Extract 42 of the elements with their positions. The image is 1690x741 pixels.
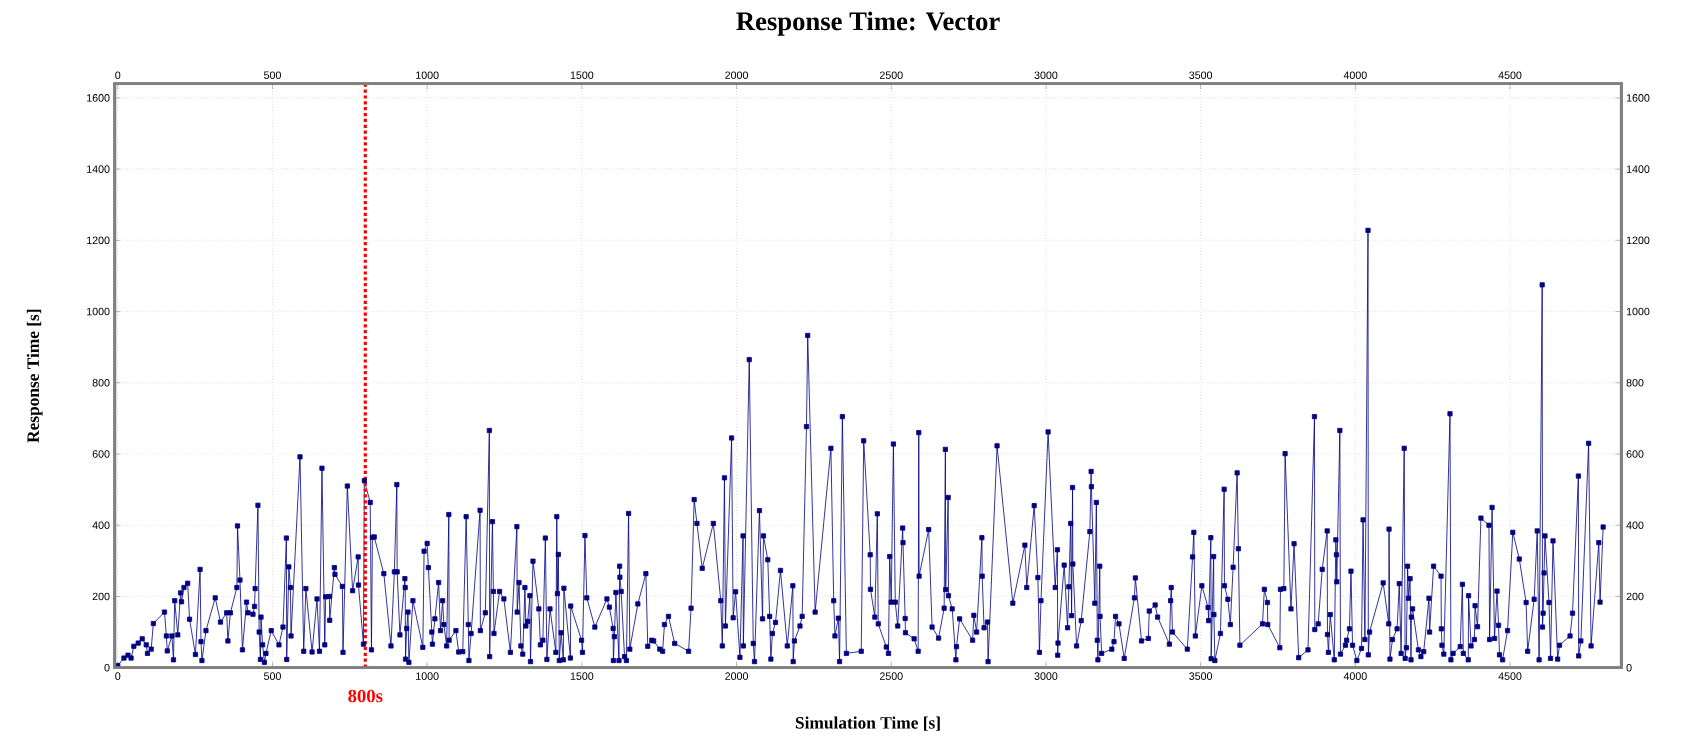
x2-tick-label: 1000 (416, 672, 439, 680)
x-tick-label: 0 (115, 71, 121, 79)
y2-tick-label: 600 (1626, 450, 1644, 458)
x2-tick-label: 3000 (1034, 672, 1058, 680)
x2-tick-label: 500 (263, 672, 281, 680)
y2-tick-label: 1200 (1626, 236, 1650, 245)
y-tick-label: 1200 (87, 236, 110, 245)
x2-tick-label: 2500 (879, 672, 903, 680)
x-tick-label: 4000 (1343, 71, 1367, 79)
x2-tick-label: 0 (115, 672, 121, 680)
x2-tick-label: 3500 (1189, 672, 1213, 680)
x-tick-label: 500 (263, 71, 281, 79)
y2-tick-label: 1400 (1626, 165, 1650, 173)
chart-title: Response Time: Vector (736, 11, 1000, 36)
x2-tick-label: 2000 (725, 672, 748, 680)
y2-tick-label: 800 (1626, 379, 1644, 387)
x-tick-label: 3000 (1034, 71, 1058, 79)
y-tick-label: 1600 (87, 94, 110, 102)
y-tick-label: 600 (92, 450, 110, 458)
y-axis-title: Response Time [s] (26, 309, 43, 443)
x-tick-label: 3500 (1189, 71, 1213, 79)
x-tick-label: 2000 (725, 71, 748, 79)
y-tick-label: 400 (92, 521, 110, 529)
x-axis-title: Simulation Time [s] (795, 716, 940, 731)
y-tick-label: 1400 (87, 165, 110, 173)
y2-tick-label: 200 (1626, 592, 1644, 601)
x2-tick-label: 1500 (570, 672, 594, 680)
y2-tick-label: 0 (1626, 663, 1632, 672)
x-tick-label: 4500 (1498, 71, 1522, 79)
y-tick-label: 1000 (87, 307, 110, 316)
y2-tick-label: 1600 (1626, 94, 1650, 102)
y-tick-label: 0 (104, 663, 110, 672)
x2-tick-label: 4000 (1343, 672, 1367, 680)
y2-tick-label: 400 (1626, 521, 1644, 529)
ref-line-label: 800s (348, 689, 383, 703)
x2-tick-label: 4500 (1498, 672, 1522, 680)
y2-tick-label: 1000 (1626, 307, 1650, 316)
y-tick-label: 200 (92, 592, 110, 601)
y-tick-label: 800 (92, 379, 110, 387)
x-tick-label: 1500 (570, 71, 594, 79)
x-tick-label: 1000 (416, 71, 439, 79)
x-tick-label: 2500 (879, 71, 903, 79)
